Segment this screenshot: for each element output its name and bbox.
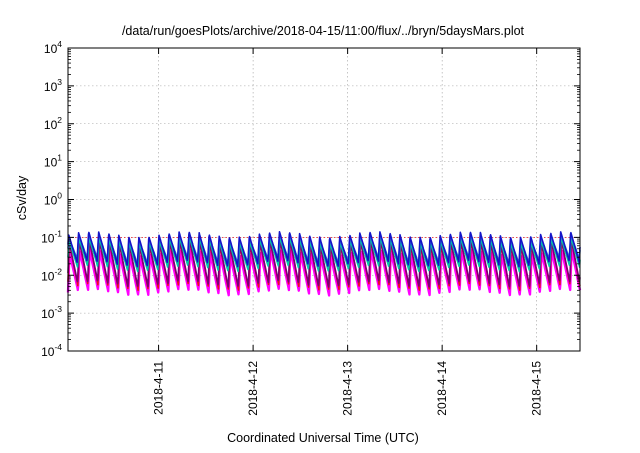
y-tick-label: 103 — [44, 77, 62, 94]
x-axis-label: Coordinated Universal Time (UTC) — [227, 431, 419, 445]
y-tick-label: 10-4 — [41, 342, 62, 359]
series-line — [67, 238, 581, 288]
y-tick-label: 10-3 — [41, 304, 62, 321]
y-axis-label: cSv/day — [15, 175, 29, 220]
y-tick-label: 100 — [44, 191, 62, 208]
y-tick-label: 10-2 — [41, 266, 62, 283]
series-line — [67, 236, 581, 273]
plot-frame — [67, 47, 581, 352]
chart-title: /data/run/goesPlots/archive/2018-04-15/1… — [122, 24, 525, 38]
y-tick-label: 102 — [44, 115, 62, 132]
grid-lines — [68, 48, 580, 351]
x-tick-label: 2018-4-13 — [341, 361, 355, 416]
series-line — [66, 248, 582, 297]
series-line — [67, 231, 581, 268]
x-tick-label: 2018-4-15 — [530, 361, 544, 416]
y-tick-label: 10-1 — [41, 228, 62, 245]
x-tick-label: 2018-4-14 — [435, 361, 449, 416]
y-tick-label: 104 — [44, 39, 62, 56]
data-series — [66, 231, 582, 297]
x-tick-label: 2018-4-11 — [152, 361, 166, 415]
x-tick-label: 2018-4-12 — [246, 361, 260, 416]
y-tick-label: 101 — [44, 153, 62, 170]
axes: 10-4 10-3 10-2 10-1 100 101 102 103 104 2018-4-11… — [41, 39, 581, 416]
